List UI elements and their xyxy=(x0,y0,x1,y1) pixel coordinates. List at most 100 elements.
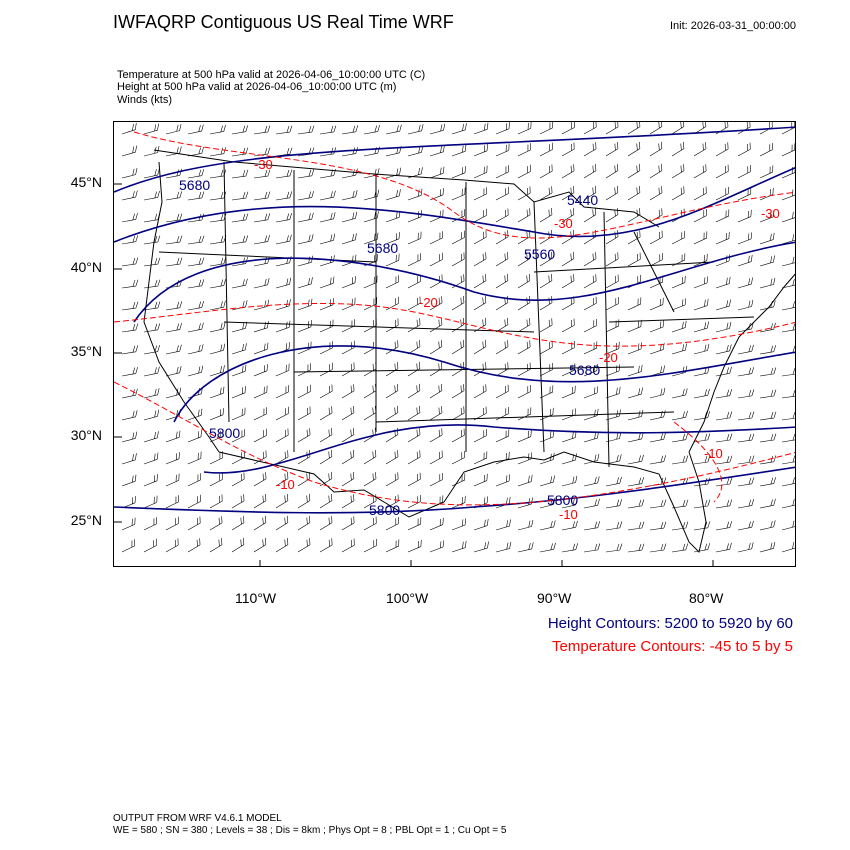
wind-barb xyxy=(297,384,311,399)
wind-barb xyxy=(363,516,377,531)
wind-barb xyxy=(539,186,553,201)
wind-barb xyxy=(737,433,755,443)
wind-barb xyxy=(341,168,358,179)
wind-barb xyxy=(759,142,773,157)
wind-barb xyxy=(539,164,553,179)
wind-barb xyxy=(539,430,555,443)
wind-barb xyxy=(121,496,136,509)
wind-barb xyxy=(407,450,421,465)
wind-barb xyxy=(231,235,249,245)
wind-barb xyxy=(297,406,311,421)
wind-barb xyxy=(231,537,245,553)
wind-barb xyxy=(319,276,335,289)
wind-barb xyxy=(649,230,663,245)
wind-barb xyxy=(627,342,643,355)
wind-barb xyxy=(561,207,575,223)
wind-barb xyxy=(187,451,202,465)
wind-barb xyxy=(693,521,711,531)
wind-barb xyxy=(429,296,443,311)
wind-barb xyxy=(649,141,663,157)
wind-barb xyxy=(605,476,622,487)
wind-barb xyxy=(429,145,445,157)
wind-barb xyxy=(649,455,667,465)
wind-barb xyxy=(737,389,755,399)
wind-barb xyxy=(319,190,336,201)
wind-barb xyxy=(121,431,138,443)
wind-barb xyxy=(517,208,531,223)
height-contours xyxy=(114,126,795,514)
wind-barb xyxy=(583,274,597,289)
wind-barb xyxy=(495,143,510,157)
wind-barb xyxy=(495,317,509,333)
wind-barb xyxy=(517,429,532,443)
wind-barb xyxy=(143,235,161,245)
wind-barb xyxy=(407,494,421,509)
lat-label-40n: 40°N xyxy=(70,259,102,275)
wind-barb xyxy=(231,278,248,289)
wind-barb xyxy=(231,169,249,179)
wind-barb xyxy=(517,143,531,157)
wind-barb xyxy=(121,367,138,377)
wind-barb xyxy=(495,122,510,135)
wind-barb xyxy=(627,208,641,223)
wind-barb xyxy=(341,471,355,487)
wind-barb xyxy=(319,341,333,355)
wind-barb xyxy=(407,318,421,333)
wind-barb xyxy=(759,277,776,289)
wind-barb xyxy=(605,521,623,531)
wind-barb xyxy=(451,450,465,465)
wind-barb xyxy=(143,279,161,289)
wind-barb xyxy=(253,278,270,289)
wind-barb xyxy=(715,186,729,201)
lat-label-35n: 35°N xyxy=(70,343,102,359)
wind-barb xyxy=(495,186,509,201)
wind-barb xyxy=(671,275,686,289)
wind-barb xyxy=(253,428,267,443)
wind-barb xyxy=(385,362,399,377)
wind-barb xyxy=(693,276,709,289)
wind-barb xyxy=(385,516,399,531)
wind-barb xyxy=(275,515,289,531)
wind-barb xyxy=(253,213,271,223)
wind-barb xyxy=(143,388,160,399)
wind-barb xyxy=(517,407,532,421)
wind-barb xyxy=(187,301,204,311)
wind-barb xyxy=(671,343,687,355)
wind-barb xyxy=(517,318,531,333)
wind-barb xyxy=(781,300,795,311)
wind-barb xyxy=(473,295,487,311)
wind-barb xyxy=(121,453,137,465)
wind-barb xyxy=(517,164,531,179)
wind-barb xyxy=(341,190,358,201)
wind-barb xyxy=(561,142,575,157)
wind-barb xyxy=(473,541,489,553)
wind-barb xyxy=(715,389,733,399)
wind-barb xyxy=(143,409,160,421)
wind-barb xyxy=(187,169,205,179)
wind-barb xyxy=(297,428,311,443)
wind-barb xyxy=(737,344,754,355)
wind-barb xyxy=(627,387,643,399)
wind-barb xyxy=(143,517,157,531)
wind-barb xyxy=(627,364,643,377)
wind-barb xyxy=(627,543,645,553)
wind-barb xyxy=(319,516,333,531)
wind-barb xyxy=(561,318,575,333)
wind-barb xyxy=(341,276,356,289)
wind-barb xyxy=(671,298,687,311)
wind-barb xyxy=(275,363,290,377)
wind-barb xyxy=(451,406,465,421)
wind-barb xyxy=(253,342,269,355)
wind-barb xyxy=(583,543,601,553)
map-panel: 5680 5440 5680 5560 5680 5800 5800 5800 -30 -30 -3… xyxy=(113,121,796,567)
wind-barb xyxy=(363,472,377,487)
wind-barb xyxy=(275,428,289,443)
wind-barb xyxy=(363,189,380,201)
wind-barb xyxy=(121,388,138,399)
wind-barb xyxy=(429,428,443,443)
wind-barb xyxy=(385,340,399,355)
wind-barb xyxy=(737,209,752,223)
wind-barb xyxy=(781,476,795,487)
wind-barb xyxy=(407,472,421,487)
wind-barb xyxy=(187,191,205,201)
